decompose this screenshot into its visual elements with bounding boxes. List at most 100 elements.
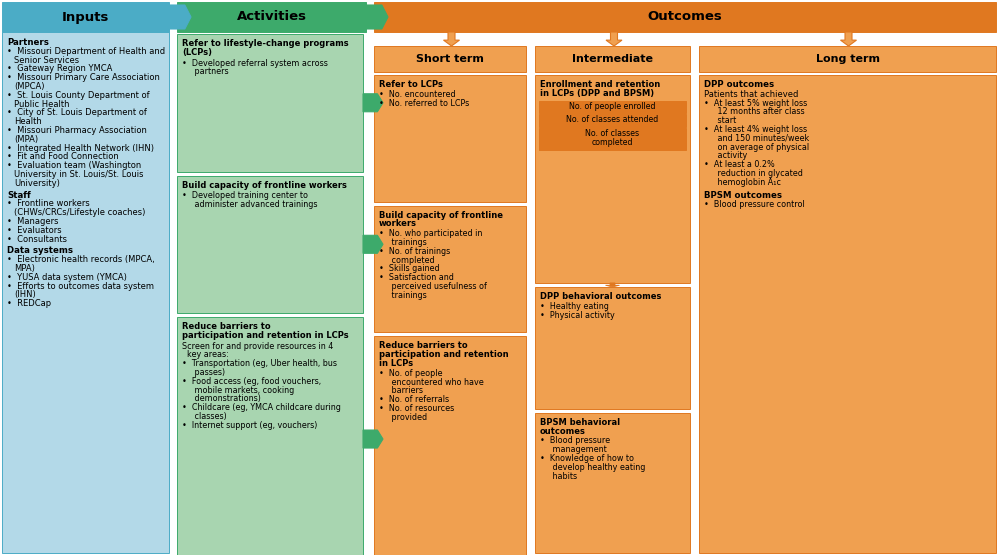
Bar [374, 206, 526, 332]
Text: perceived usefulness of: perceived usefulness of [384, 282, 487, 291]
Text: Senior Services: Senior Services [14, 56, 79, 64]
Text: key areas:: key areas: [187, 350, 229, 360]
Text: Refer to LCPs: Refer to LCPs [379, 80, 443, 89]
Text: habits: habits [545, 472, 577, 481]
Polygon shape [606, 32, 622, 46]
Text: trainings: trainings [384, 238, 427, 247]
Text: University): University) [14, 179, 60, 188]
Polygon shape [363, 235, 383, 253]
Text: •  Fit and Food Connection: • Fit and Food Connection [7, 153, 119, 162]
Text: participation and retention in LCPs: participation and retention in LCPs [182, 331, 349, 340]
Text: mobile markets, cooking: mobile markets, cooking [187, 386, 294, 395]
Text: in LCPs (DPP and BPSM): in LCPs (DPP and BPSM) [540, 89, 654, 98]
Text: •  YUSA data system (YMCA): • YUSA data system (YMCA) [7, 273, 127, 282]
Text: Activities: Activities [237, 11, 306, 23]
Text: •  No. of resources: • No. of resources [379, 404, 454, 413]
Text: activity: activity [710, 152, 747, 160]
Text: •  No. who participated in: • No. who participated in [379, 229, 482, 238]
Text: •  Managers: • Managers [7, 217, 58, 226]
Text: •  No. of people: • No. of people [379, 369, 442, 378]
Bar [177, 317, 363, 555]
Text: Build capacity of frontline: Build capacity of frontline [379, 211, 503, 220]
Text: demonstrations): demonstrations) [187, 395, 261, 403]
Text: •  No. referred to LCPs: • No. referred to LCPs [379, 99, 469, 108]
Text: •  Childcare (eg, YMCA childcare during: • Childcare (eg, YMCA childcare during [182, 403, 341, 412]
Bar [539, 114, 686, 127]
Text: completed: completed [384, 256, 435, 265]
Text: Reduce barriers to: Reduce barriers to [182, 322, 271, 331]
Text: •  Knowledge of how to: • Knowledge of how to [540, 454, 634, 463]
Polygon shape [363, 94, 383, 112]
Text: •  Internet support (eg, vouchers): • Internet support (eg, vouchers) [182, 421, 317, 430]
Text: No. of classes attended: No. of classes attended [566, 115, 659, 124]
Text: •  Food access (eg, food vouchers,: • Food access (eg, food vouchers, [182, 377, 321, 386]
Bar [2, 32, 169, 553]
Text: 12 months after class: 12 months after class [710, 108, 805, 117]
Text: No. of classes: No. of classes [585, 129, 640, 138]
Text: •  Integrated Health Network (IHN): • Integrated Health Network (IHN) [7, 144, 154, 153]
Text: barriers: barriers [384, 386, 423, 395]
Text: Partners: Partners [7, 38, 49, 47]
Polygon shape [366, 5, 388, 29]
Bar [535, 287, 690, 409]
Text: •  Physical activity: • Physical activity [540, 311, 615, 320]
Text: classes): classes) [187, 412, 227, 421]
Text: in LCPs: in LCPs [379, 359, 413, 368]
Text: •  Healthy eating: • Healthy eating [540, 302, 609, 311]
Text: •  Missouri Pharmacy Association: • Missouri Pharmacy Association [7, 126, 147, 135]
Bar [177, 2, 366, 32]
Text: partners: partners [187, 67, 229, 77]
Bar [535, 46, 690, 72]
Text: outcomes: outcomes [540, 427, 586, 436]
Text: •  St. Louis County Department of: • St. Louis County Department of [7, 91, 150, 100]
Text: •  Efforts to outcomes data system: • Efforts to outcomes data system [7, 281, 154, 291]
Text: DPP outcomes: DPP outcomes [704, 80, 774, 89]
Text: workers: workers [379, 219, 417, 229]
Text: BPSM outcomes: BPSM outcomes [704, 190, 782, 200]
Text: •  Transportation (eg, Uber health, bus: • Transportation (eg, Uber health, bus [182, 359, 337, 369]
Text: Patients that achieved: Patients that achieved [704, 90, 798, 99]
Text: •  Developed referral system across: • Developed referral system across [182, 59, 328, 68]
Text: •  Electronic health records (MPCA,: • Electronic health records (MPCA, [7, 255, 155, 264]
Text: •  REDCap: • REDCap [7, 299, 51, 308]
Text: (LCPs): (LCPs) [182, 48, 212, 57]
Bar [177, 175, 363, 313]
Text: •  Missouri Primary Care Association: • Missouri Primary Care Association [7, 73, 160, 82]
Text: (MPCA): (MPCA) [14, 82, 44, 91]
Text: Outcomes: Outcomes [648, 11, 722, 23]
Text: on average of physical: on average of physical [710, 143, 809, 152]
Text: •  No. of referrals: • No. of referrals [379, 395, 449, 404]
Text: reduction in glycated: reduction in glycated [710, 169, 803, 178]
Text: •  Blood pressure control: • Blood pressure control [704, 200, 805, 209]
Text: Short term: Short term [416, 54, 484, 64]
Text: develop healthy eating: develop healthy eating [545, 463, 645, 472]
Text: Build capacity of frontline workers: Build capacity of frontline workers [182, 180, 347, 190]
Text: (IHN): (IHN) [14, 290, 36, 299]
Bar [699, 46, 996, 72]
Text: participation and retention: participation and retention [379, 350, 509, 359]
Bar [699, 75, 996, 553]
Text: provided: provided [384, 413, 427, 422]
Text: •  Evaluators: • Evaluators [7, 226, 62, 235]
Text: administer advanced trainings: administer advanced trainings [187, 200, 318, 209]
Text: •  At least 4% weight loss: • At least 4% weight loss [704, 125, 807, 134]
Bar [535, 413, 690, 553]
Text: and 150 minutes/week: and 150 minutes/week [710, 134, 809, 143]
Bar [539, 100, 686, 113]
Text: •  Consultants: • Consultants [7, 235, 67, 244]
Text: Inputs: Inputs [62, 11, 109, 23]
Text: •  Gateway Region YMCA: • Gateway Region YMCA [7, 64, 112, 73]
Text: •  Skills gained: • Skills gained [379, 265, 440, 274]
Text: Intermediate: Intermediate [572, 54, 653, 64]
Text: MPA): MPA) [14, 264, 35, 273]
Polygon shape [363, 430, 383, 448]
Bar [374, 336, 526, 555]
Text: Public Health: Public Health [14, 99, 70, 109]
Text: •  Missouri Department of Health and: • Missouri Department of Health and [7, 47, 165, 56]
Text: University in St. Louis/St. Louis: University in St. Louis/St. Louis [14, 170, 144, 179]
Text: •  No. encountered: • No. encountered [379, 90, 456, 99]
Polygon shape [840, 32, 856, 46]
Text: encountered who have: encountered who have [384, 377, 484, 386]
Text: No. of people enrolled: No. of people enrolled [569, 102, 656, 110]
Text: Staff: Staff [7, 190, 31, 200]
